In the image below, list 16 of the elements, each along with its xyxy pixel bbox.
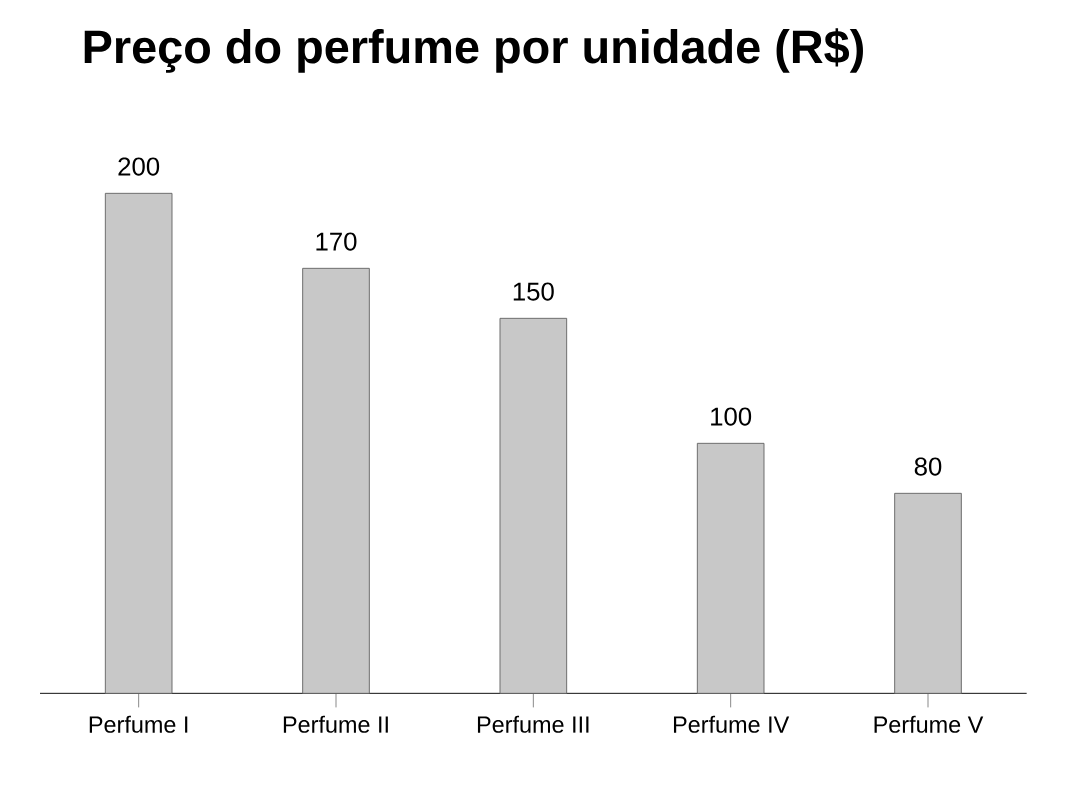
bar: [302, 267, 370, 694]
data-label: 150: [513, 282, 554, 301]
x-tick-label: Perfume II: [283, 715, 388, 733]
x-tick-label: Perfume III: [477, 715, 589, 733]
x-tick-label: Perfume V: [874, 715, 984, 733]
x-tick-label: Perfume IV: [673, 715, 790, 733]
bar: [894, 492, 962, 694]
data-label: 80: [914, 457, 942, 476]
chart-title: Preço do perfume por unidade (R$): [84, 28, 863, 73]
bar: [499, 317, 568, 694]
data-label: 170: [316, 232, 357, 251]
data-label: 200: [118, 157, 160, 176]
data-label: 100: [711, 407, 752, 426]
x-tick-label: Perfume I: [89, 715, 188, 733]
bar: [104, 192, 173, 694]
bar: [696, 442, 765, 694]
